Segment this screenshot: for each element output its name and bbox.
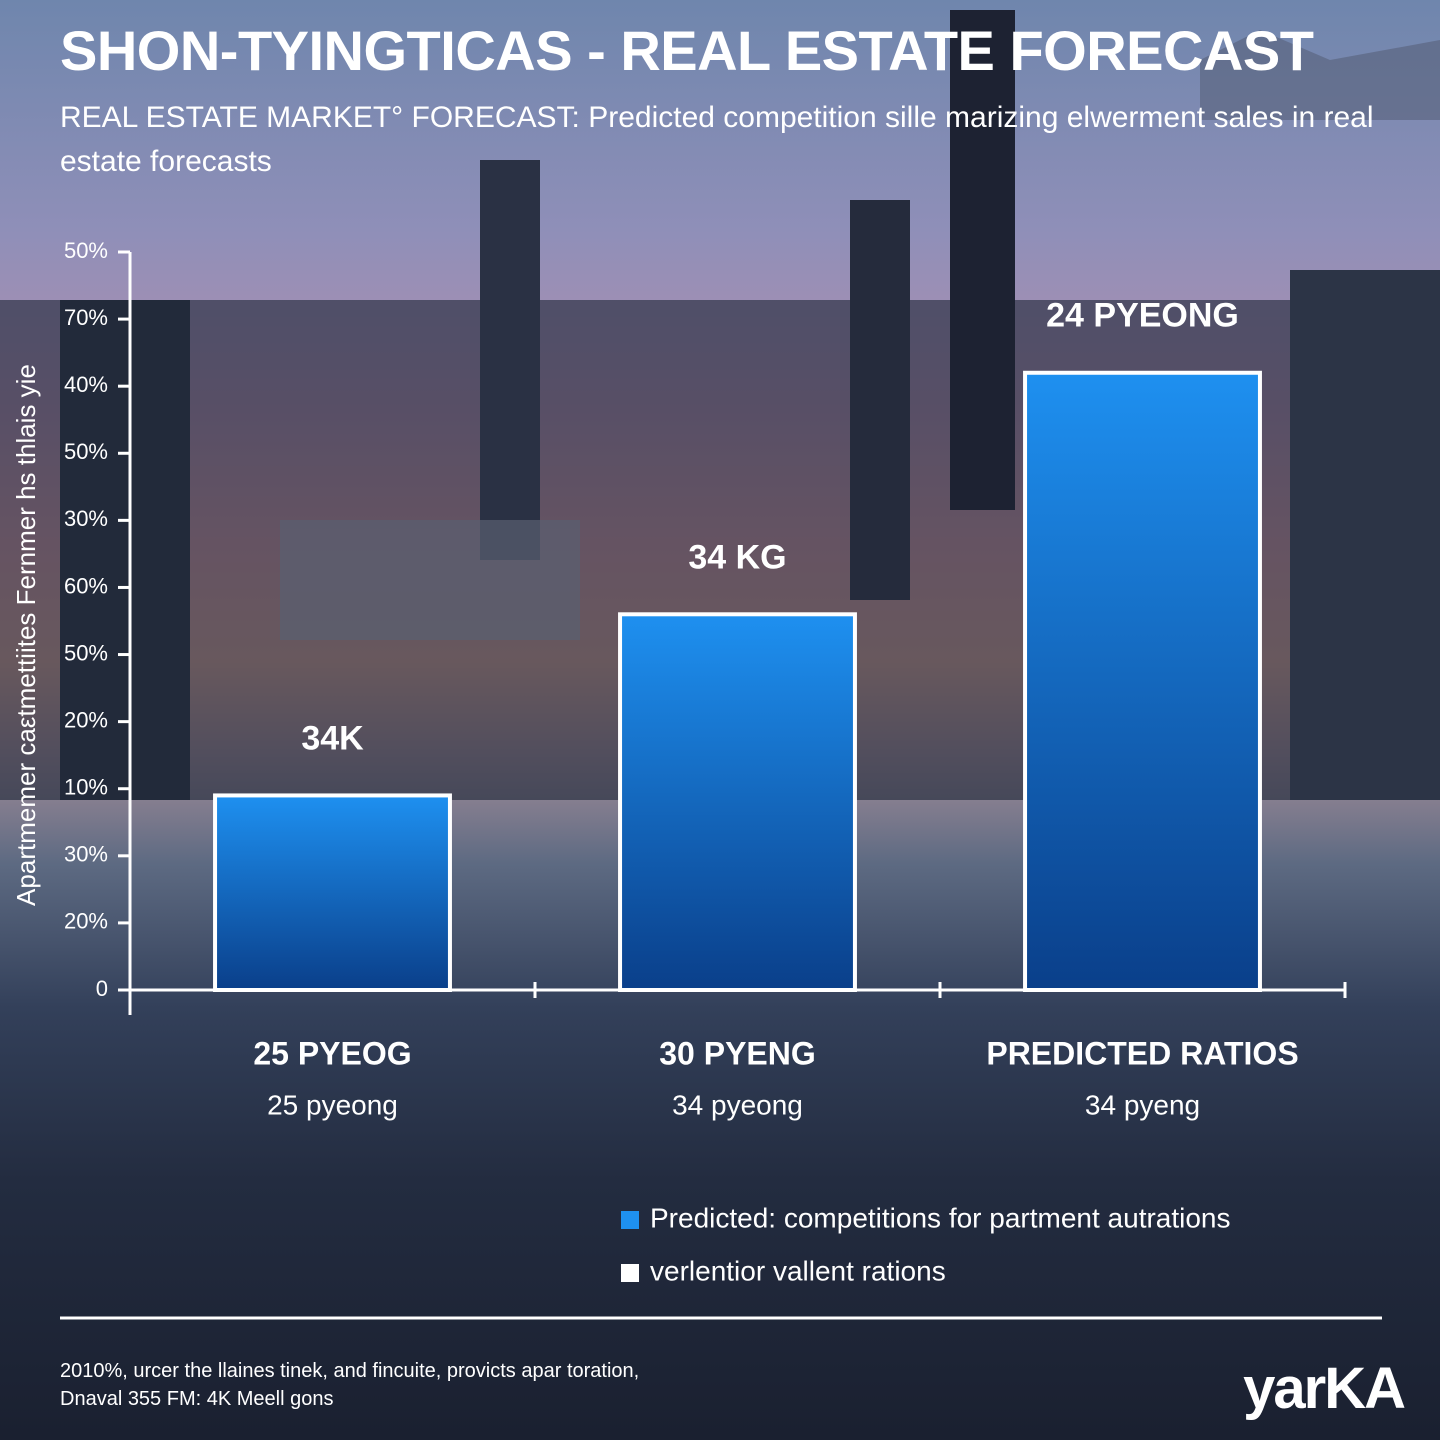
legend-swatch — [621, 1211, 639, 1229]
x-tick-label: 25 PYEOG — [253, 1035, 411, 1071]
bar-label: 24 PYEONG — [1046, 297, 1239, 335]
y-tick-label: 60% — [64, 573, 108, 598]
logo: yarKA — [1243, 1356, 1406, 1421]
y-tick-label: 50% — [64, 640, 108, 665]
x-sublabel: 25 pyeong — [267, 1089, 398, 1120]
footer-line: Dnaval 355 FM: 4K Meell gons — [60, 1388, 334, 1410]
bar — [618, 612, 857, 992]
y-tick-label: 0 — [96, 976, 108, 1001]
y-axis-label: Apartmemer caεtmettiites Fernmer hs thla… — [11, 364, 41, 906]
chart-title: SHON-TYINGTICAS - REAL ESTATE FORECAST — [60, 19, 1314, 82]
bar-label: 34K — [301, 719, 364, 757]
legend-label: verlentior vallent rations — [650, 1255, 946, 1286]
y-tick-label: 30% — [64, 506, 108, 531]
bar — [213, 793, 452, 992]
chart-subtitle: REAL ESTATE MARKET° FORECAST: Predicted … — [60, 101, 1374, 178]
x-tick-label: 30 PYENG — [659, 1035, 816, 1071]
y-tick-label: 10% — [64, 775, 108, 800]
bar-label: 34 KG — [688, 538, 786, 576]
y-tick-label: 30% — [64, 842, 108, 867]
y-tick-label: 40% — [64, 372, 108, 397]
legend-swatch — [621, 1264, 639, 1282]
x-tick-label: PREDICTED RATIOS — [986, 1035, 1298, 1071]
x-sublabel: 34 pyeong — [672, 1089, 803, 1120]
x-sublabel: 34 pyeng — [1085, 1089, 1200, 1120]
legend-label: Predicted: competitions for partment aut… — [650, 1202, 1231, 1233]
y-tick-label: 20% — [64, 707, 108, 732]
footer-line: 2010%, urcer the llaines tinek, and finc… — [60, 1360, 640, 1382]
bar — [1023, 370, 1262, 993]
y-tick-label: 70% — [64, 305, 108, 330]
y-tick-label: 50% — [64, 439, 108, 464]
y-tick-label: 20% — [64, 909, 108, 934]
y-tick-label: 50% — [64, 238, 108, 263]
